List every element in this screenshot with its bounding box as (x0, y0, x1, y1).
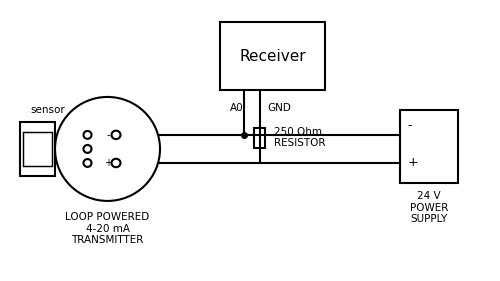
Text: -: - (408, 119, 412, 132)
Text: A0: A0 (230, 103, 243, 113)
FancyBboxPatch shape (23, 132, 52, 166)
FancyBboxPatch shape (400, 110, 458, 183)
Text: 250 Ohm
RESISTOR: 250 Ohm RESISTOR (274, 127, 326, 148)
Text: +: + (104, 158, 112, 168)
FancyBboxPatch shape (20, 122, 55, 176)
Text: -: - (106, 130, 110, 140)
Text: 24 V
POWER
SUPPLY: 24 V POWER SUPPLY (410, 191, 448, 224)
Text: LOOP POWERED
4-20 mA
TRANSMITTER: LOOP POWERED 4-20 mA TRANSMITTER (66, 212, 150, 245)
Text: GND: GND (268, 103, 291, 113)
FancyBboxPatch shape (220, 22, 325, 90)
FancyBboxPatch shape (254, 128, 265, 148)
Text: sensor: sensor (30, 105, 65, 115)
Text: +: + (408, 156, 418, 169)
Text: Receiver: Receiver (239, 49, 306, 64)
